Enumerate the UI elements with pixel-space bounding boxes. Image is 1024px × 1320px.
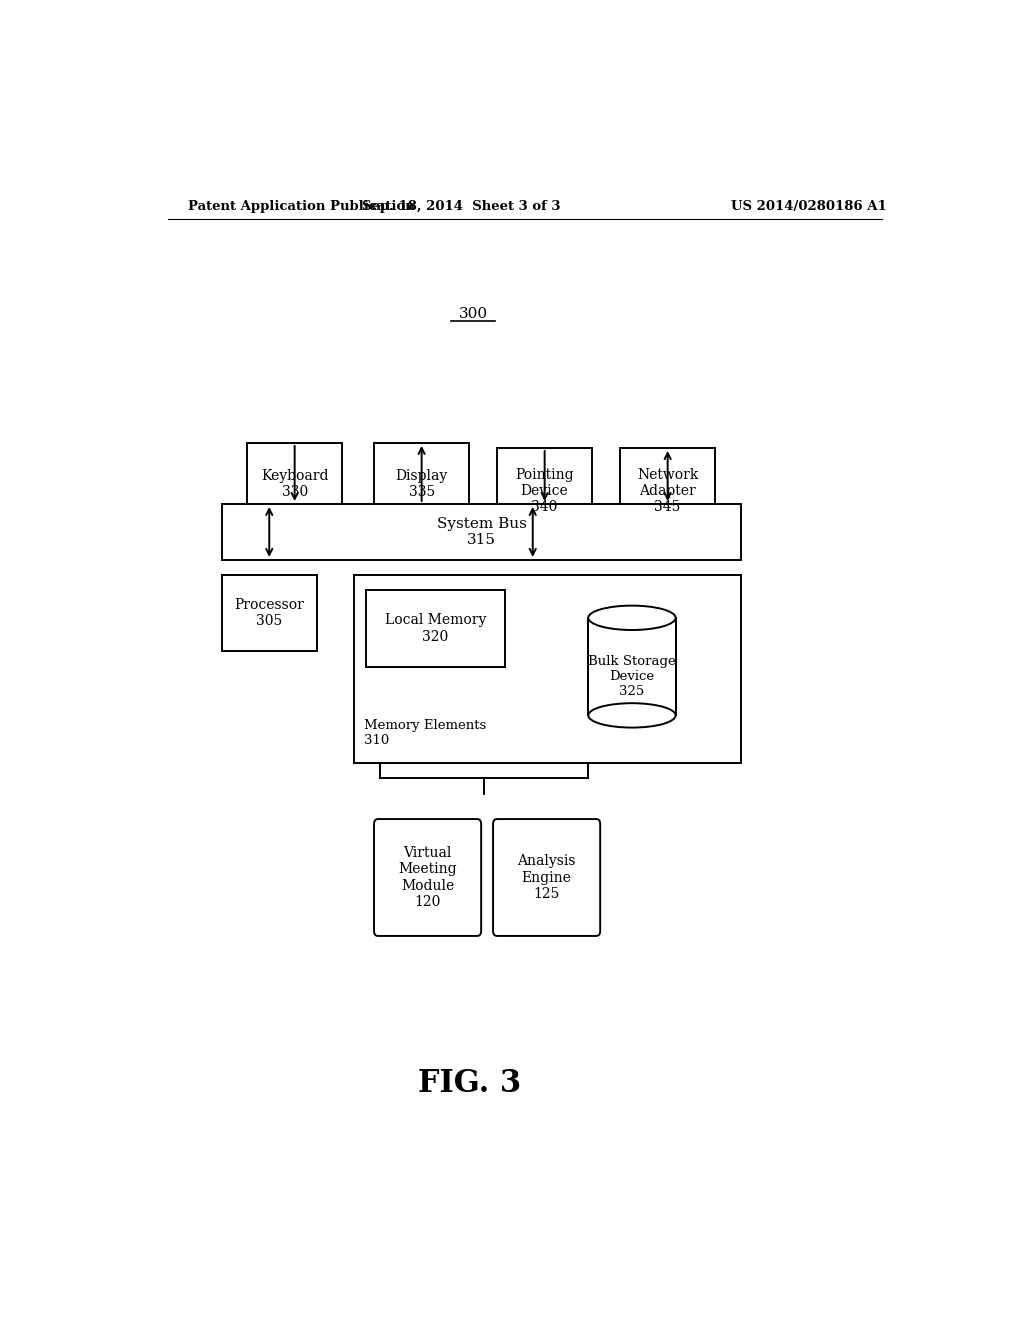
Text: Bulk Storage
Device
325: Bulk Storage Device 325 <box>588 655 676 698</box>
Text: Patent Application Publication: Patent Application Publication <box>187 199 415 213</box>
Ellipse shape <box>588 704 676 727</box>
Ellipse shape <box>588 606 676 630</box>
Text: Keyboard
330: Keyboard 330 <box>261 469 329 499</box>
Bar <box>497 447 592 535</box>
FancyBboxPatch shape <box>374 818 481 936</box>
Text: Sep. 18, 2014  Sheet 3 of 3: Sep. 18, 2014 Sheet 3 of 3 <box>362 199 560 213</box>
Bar <box>374 444 469 524</box>
Bar <box>221 504 741 560</box>
Text: Virtual
Meeting
Module
120: Virtual Meeting Module 120 <box>398 846 457 908</box>
Text: Display
335: Display 335 <box>395 469 447 499</box>
Text: Local Memory
320: Local Memory 320 <box>385 614 486 644</box>
Text: System Bus
315: System Bus 315 <box>436 517 526 546</box>
Text: US 2014/0280186 A1: US 2014/0280186 A1 <box>731 199 887 213</box>
Text: FIG. 3: FIG. 3 <box>418 1068 521 1098</box>
FancyBboxPatch shape <box>494 818 600 936</box>
Bar <box>620 447 715 535</box>
Bar <box>367 590 505 667</box>
Text: 300: 300 <box>459 308 487 321</box>
Text: Memory Elements
310: Memory Elements 310 <box>364 718 486 747</box>
Bar <box>588 618 676 715</box>
Bar <box>354 576 741 763</box>
Text: Pointing
Device
340: Pointing Device 340 <box>515 469 574 515</box>
Bar <box>247 444 342 524</box>
Text: Network
Adapter
345: Network Adapter 345 <box>637 469 698 515</box>
Text: Analysis
Engine
125: Analysis Engine 125 <box>517 854 575 900</box>
Bar <box>221 576 316 651</box>
Text: Processor
305: Processor 305 <box>234 598 304 628</box>
